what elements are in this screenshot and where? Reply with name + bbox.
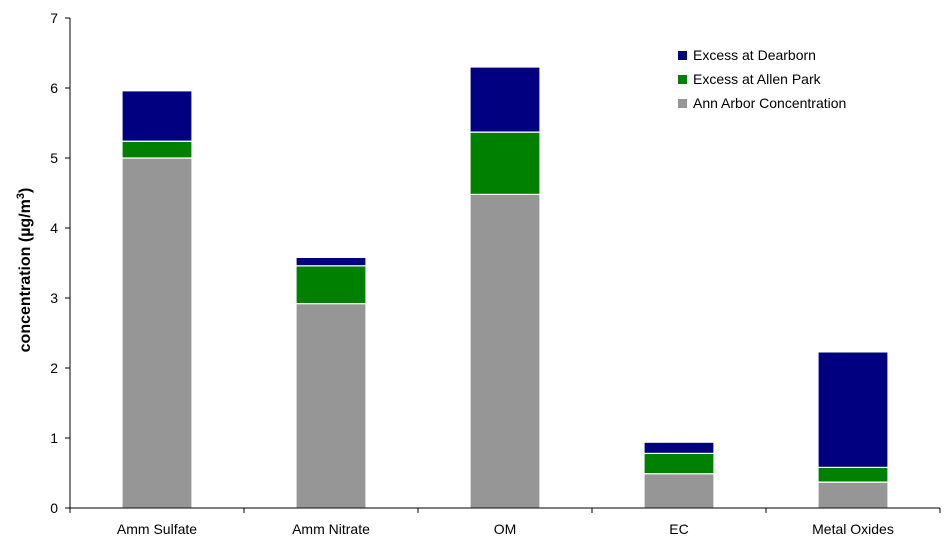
x-tick-label: OM: [494, 521, 517, 537]
legend-swatch: [678, 99, 687, 108]
bar-segment: [817, 481, 889, 509]
bars-group: [121, 66, 889, 509]
bar-segment: [643, 473, 715, 509]
legend-swatch: [678, 75, 687, 84]
x-tick-label: Amm Nitrate: [292, 521, 370, 537]
y-axis-title-superscript: 3: [15, 193, 27, 199]
bar-segment: [817, 351, 889, 468]
plot-area: 0 1 2 3 4 5 6 7 Amm Sulfate Amm Nitrate OM EC Metal…: [50, 10, 941, 537]
x-tick-label: Amm Sulfate: [117, 521, 197, 537]
y-tick-label: 3: [50, 290, 58, 306]
bar-segment: [469, 193, 541, 509]
y-tick-label: 7: [50, 10, 58, 26]
y-ticks-group: 0 1 2 3 4 5 6 7: [50, 10, 70, 516]
bar-segment: [295, 256, 367, 267]
legend-label: Excess at Allen Park: [693, 71, 822, 87]
bar-segment: [121, 157, 193, 509]
y-tick-label: 0: [50, 500, 58, 516]
y-tick-label: 4: [50, 220, 58, 236]
bar-segment: [121, 140, 193, 159]
bar-segment: [469, 131, 541, 196]
legend-label: Excess at Dearborn: [693, 47, 816, 63]
legend-label: Ann Arbor Concentration: [693, 95, 846, 111]
y-axis-title: concentration (µg/m3): [15, 188, 34, 353]
bar-segment: [121, 90, 193, 142]
x-tick-label: EC: [669, 521, 688, 537]
bar-segment: [295, 265, 367, 305]
legend-swatch: [678, 51, 687, 60]
bar-segment: [643, 452, 715, 475]
y-tick-label: 1: [50, 430, 58, 446]
bar-segment: [295, 303, 367, 509]
y-tick-label: 6: [50, 80, 58, 96]
y-axis-title-main: concentration (µg/m: [17, 199, 34, 352]
bar-segment: [643, 441, 715, 455]
y-axis-title-close: ): [17, 188, 34, 193]
bar-segment: [817, 466, 889, 483]
x-tick-label: Metal Oxides: [812, 521, 894, 537]
bar-segment: [469, 66, 541, 133]
y-tick-label: 5: [50, 150, 58, 166]
y-tick-label: 2: [50, 360, 58, 376]
legend: Excess at Dearborn Excess at Allen Park An…: [678, 47, 846, 111]
x-ticks-group: Amm Sulfate Amm Nitrate OM EC Metal Oxides: [69, 508, 941, 537]
